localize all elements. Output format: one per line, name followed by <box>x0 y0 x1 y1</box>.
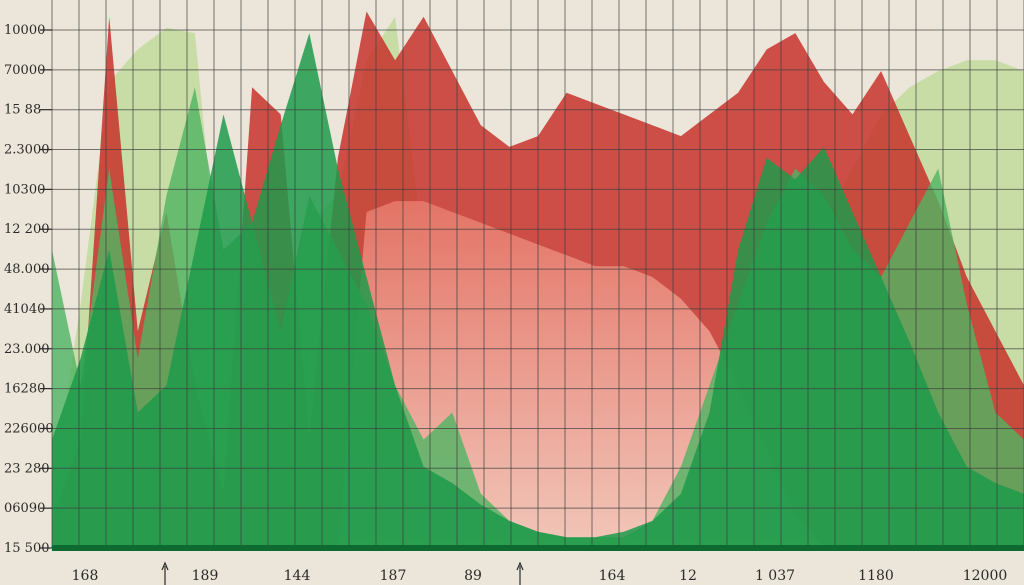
x-tick-label: 164 <box>599 568 626 584</box>
y-tick-label: 15 500 <box>4 541 50 556</box>
x-tick-label: 144 <box>284 568 311 584</box>
y-tick-label: 2.3000 <box>4 143 50 158</box>
y-tick-label: 23.000 <box>4 342 50 357</box>
x-marker-arrow <box>516 561 524 571</box>
y-tick-label: 10000 <box>4 23 45 38</box>
x-tick-label: 1180 <box>858 568 894 584</box>
x-tick-label: 89 <box>464 568 482 584</box>
y-axis: 10000 70000 15 88 2.3000 10300 12 200 48.000 41… <box>4 23 54 556</box>
x-axis: 168 189 144 187 89 164 12 1 037 1180 12000 <box>72 561 1008 585</box>
y-tick-label: 10300 <box>4 182 45 197</box>
x-tick-label: 187 <box>380 568 407 584</box>
y-tick-label: 41040 <box>4 302 45 317</box>
grid <box>51 0 1024 549</box>
y-tick-label: 48.000 <box>4 262 50 277</box>
y-tick-label: 06090 <box>4 501 45 516</box>
y-tick-label: 226000 <box>4 421 54 436</box>
x-tick-label: 189 <box>192 568 219 584</box>
y-tick-label: 70000 <box>4 63 45 78</box>
x-marker-arrow <box>161 561 169 571</box>
y-tick-label: 16280 <box>4 382 45 397</box>
y-tick-label: 15 88 <box>4 103 41 118</box>
x-tick-label: 12 <box>679 568 697 584</box>
x-tick-label: 12000 <box>963 568 1008 584</box>
y-tick-label: 12 200 <box>4 222 50 237</box>
y-tick-label: 23 280 <box>4 461 50 476</box>
x-tick-label: 168 <box>72 568 99 584</box>
x-tick-label: 1 037 <box>755 568 795 584</box>
